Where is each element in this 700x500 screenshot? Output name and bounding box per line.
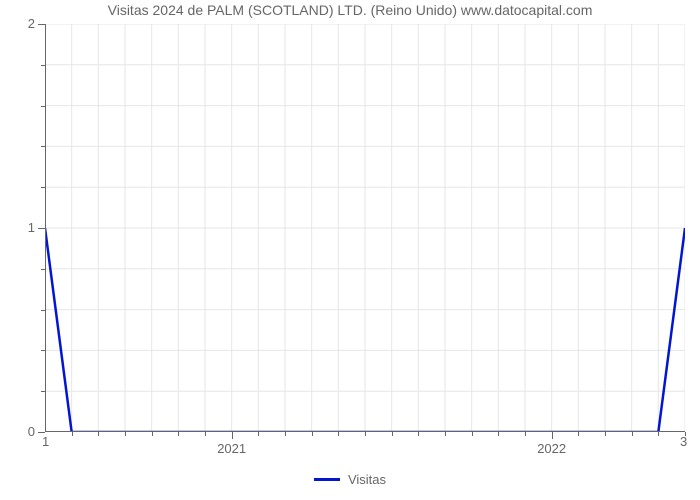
axis-tick <box>552 432 553 439</box>
y-tick-label: 2 <box>11 16 35 31</box>
chart-title: Visitas 2024 de PALM (SCOTLAND) LTD. (Re… <box>0 2 700 18</box>
axis-tick <box>41 187 45 188</box>
legend: Visitas <box>0 468 700 487</box>
y-tick-label: 0 <box>11 424 35 439</box>
axis-tick <box>41 269 45 270</box>
axis-tick <box>41 350 45 351</box>
axis-tick <box>632 432 633 436</box>
chart-plot <box>45 24 685 432</box>
axis-tick <box>658 432 659 436</box>
axis-tick <box>41 146 45 147</box>
axis-tick <box>152 432 153 436</box>
x-tick-label: 2021 <box>217 441 246 456</box>
axis-tick <box>312 432 313 436</box>
axis-tick <box>38 24 45 25</box>
axis-tick <box>338 432 339 436</box>
axis-tick <box>418 432 419 436</box>
axis-tick <box>38 228 45 229</box>
axis-tick <box>392 432 393 436</box>
axis-tick <box>285 432 286 436</box>
axis-tick <box>365 432 366 436</box>
axis-tick <box>472 432 473 436</box>
axis-tick <box>41 106 45 107</box>
axis-tick <box>125 432 126 436</box>
axis-tick <box>41 310 45 311</box>
axis-tick <box>98 432 99 436</box>
axis-tick <box>205 432 206 436</box>
legend-label: Visitas <box>348 472 386 487</box>
x-tick-label: 2022 <box>537 441 566 456</box>
axis-tick <box>38 432 45 433</box>
axis-tick <box>41 391 45 392</box>
axis-tick <box>525 432 526 436</box>
legend-swatch <box>314 478 340 481</box>
axis-tick <box>258 432 259 436</box>
axis-tick <box>578 432 579 436</box>
axis-tick <box>178 432 179 436</box>
axis-tick <box>41 65 45 66</box>
axis-tick <box>72 432 73 436</box>
axis-tick <box>445 432 446 436</box>
chart-container: Visitas 2024 de PALM (SCOTLAND) LTD. (Re… <box>0 0 700 500</box>
y-tick-label: 1 <box>11 220 35 235</box>
axis-tick <box>232 432 233 439</box>
x-corner-label-left: 1 <box>42 434 49 449</box>
axis-tick <box>498 432 499 436</box>
x-corner-label-right: 3 <box>680 434 687 449</box>
axis-tick <box>605 432 606 436</box>
